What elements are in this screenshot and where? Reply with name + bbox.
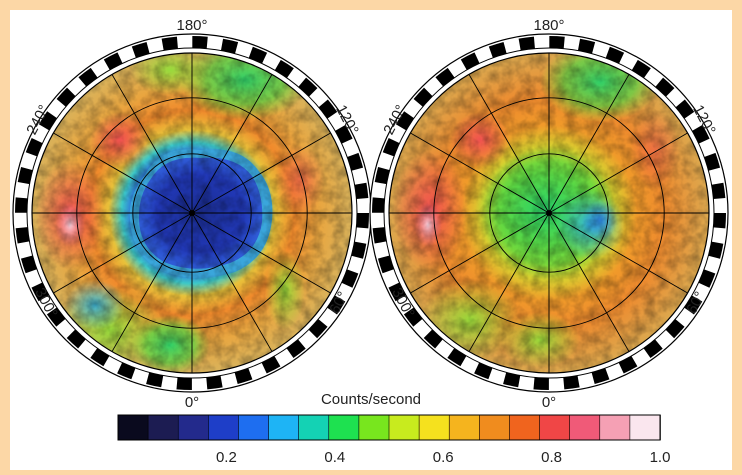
- colorbar-segment: [147, 414, 180, 441]
- colorbar-title: Counts/second: [321, 391, 421, 408]
- left-label-0: 0°: [185, 394, 199, 411]
- colorbar-tick-label: 0.2: [216, 449, 237, 466]
- colorbar-ticks: 0.2 0.4 0.6 0.8 1.0: [216, 449, 670, 466]
- colorbar-segment: [298, 414, 330, 441]
- polar-maps-figure: 180° 0° 240° 120° 300° 60°: [12, 17, 729, 466]
- colorbar-segment: [599, 414, 631, 441]
- colorbar-frame: [117, 414, 661, 441]
- right-map-graticule: [389, 53, 709, 373]
- colorbar-segment: [509, 414, 541, 441]
- colorbar-segment: [448, 414, 481, 441]
- left-map-outline: [31, 52, 353, 374]
- left-map-graticule: [32, 53, 352, 373]
- colorbar-tick-label: 1.0: [650, 449, 671, 466]
- figure-stage: 180° 0° 240° 120° 300° 60°: [10, 10, 732, 470]
- right-label-180: 180°: [533, 17, 564, 34]
- colorbar-segment: [117, 414, 149, 441]
- right-label-0: 0°: [542, 394, 556, 411]
- colorbar-segment: [388, 414, 420, 441]
- right-polar-map: 180° 0° 240° 120° 300° 60°: [369, 17, 729, 411]
- colorbar-segment: [539, 414, 571, 441]
- left-label-180: 180°: [176, 17, 207, 34]
- colorbar-segments: [117, 414, 661, 441]
- colorbar-segment: [208, 414, 240, 441]
- colorbar-segment: [328, 414, 360, 441]
- colorbar-segment: [629, 414, 661, 441]
- colorbar-segment: [177, 414, 210, 441]
- colorbar-tick-label: 0.6: [433, 449, 454, 466]
- colorbar-segment: [268, 414, 300, 441]
- colorbar-tick-label: 0.4: [324, 449, 345, 466]
- colorbar-segment: [569, 414, 601, 441]
- right-map-outline: [388, 52, 710, 374]
- colorbar-segment: [479, 414, 511, 441]
- colorbar: Counts/second 0.2 0.4 0.6 0.8 1.0: [117, 391, 670, 466]
- colorbar-tick-label: 0.8: [541, 449, 562, 466]
- colorbar-segment: [238, 414, 270, 441]
- colorbar-segment: [358, 414, 390, 441]
- colorbar-segment: [418, 414, 451, 441]
- left-polar-map: 180° 0° 240° 120° 300° 60°: [12, 17, 372, 411]
